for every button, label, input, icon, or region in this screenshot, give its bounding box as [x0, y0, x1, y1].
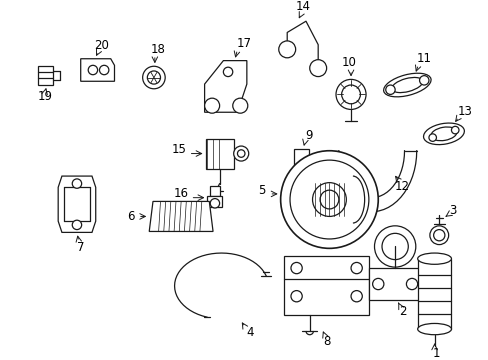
Circle shape — [374, 226, 415, 267]
Text: 14: 14 — [295, 0, 310, 13]
Circle shape — [289, 160, 368, 239]
Circle shape — [429, 226, 447, 244]
Circle shape — [335, 80, 366, 109]
Circle shape — [278, 41, 295, 58]
Circle shape — [350, 262, 362, 274]
Text: 12: 12 — [394, 180, 409, 193]
Circle shape — [88, 65, 98, 75]
Text: 15: 15 — [172, 143, 186, 156]
Circle shape — [428, 134, 436, 141]
Text: 11: 11 — [416, 52, 431, 65]
Text: 1: 1 — [432, 347, 439, 360]
Circle shape — [320, 190, 338, 209]
Text: 3: 3 — [448, 204, 455, 217]
Circle shape — [280, 151, 378, 248]
Text: 5: 5 — [258, 184, 265, 197]
Polygon shape — [38, 66, 52, 85]
Ellipse shape — [383, 73, 430, 97]
Circle shape — [406, 278, 417, 290]
Circle shape — [233, 146, 248, 161]
Text: 2: 2 — [398, 305, 406, 318]
Circle shape — [290, 291, 302, 302]
Text: 18: 18 — [150, 43, 165, 56]
Circle shape — [309, 60, 326, 77]
Ellipse shape — [391, 77, 422, 93]
Ellipse shape — [423, 123, 464, 145]
Polygon shape — [293, 149, 321, 184]
Circle shape — [72, 179, 81, 188]
Ellipse shape — [417, 323, 450, 335]
Polygon shape — [284, 256, 368, 315]
Polygon shape — [207, 196, 222, 207]
Text: 17: 17 — [236, 37, 251, 50]
Text: 20: 20 — [94, 39, 108, 52]
Polygon shape — [417, 259, 450, 329]
Circle shape — [99, 65, 109, 75]
Text: 4: 4 — [245, 326, 253, 339]
Text: 7: 7 — [77, 241, 84, 254]
Polygon shape — [368, 268, 421, 300]
Polygon shape — [58, 176, 96, 233]
Circle shape — [433, 230, 444, 241]
Circle shape — [204, 98, 219, 113]
Circle shape — [341, 85, 360, 104]
Polygon shape — [81, 59, 114, 81]
Circle shape — [294, 172, 307, 185]
Circle shape — [72, 220, 81, 230]
Polygon shape — [204, 60, 246, 112]
Circle shape — [223, 67, 232, 77]
Polygon shape — [149, 202, 213, 231]
Text: 10: 10 — [341, 56, 356, 69]
Circle shape — [385, 85, 394, 94]
Circle shape — [290, 262, 302, 274]
Text: 19: 19 — [38, 90, 52, 103]
Text: 13: 13 — [456, 105, 471, 118]
Circle shape — [372, 278, 383, 290]
Circle shape — [237, 150, 244, 157]
Circle shape — [147, 71, 160, 84]
Circle shape — [142, 66, 165, 89]
Polygon shape — [205, 139, 233, 168]
Circle shape — [450, 126, 458, 134]
Circle shape — [419, 76, 428, 85]
Circle shape — [381, 233, 407, 260]
Text: 8: 8 — [322, 335, 329, 348]
Circle shape — [312, 183, 346, 216]
Ellipse shape — [430, 127, 456, 141]
Polygon shape — [210, 186, 219, 196]
Text: 9: 9 — [305, 129, 312, 142]
Circle shape — [232, 98, 247, 113]
Text: 6: 6 — [126, 210, 134, 223]
Text: 16: 16 — [173, 188, 188, 201]
Circle shape — [210, 199, 219, 208]
Ellipse shape — [417, 253, 450, 264]
Circle shape — [350, 291, 362, 302]
